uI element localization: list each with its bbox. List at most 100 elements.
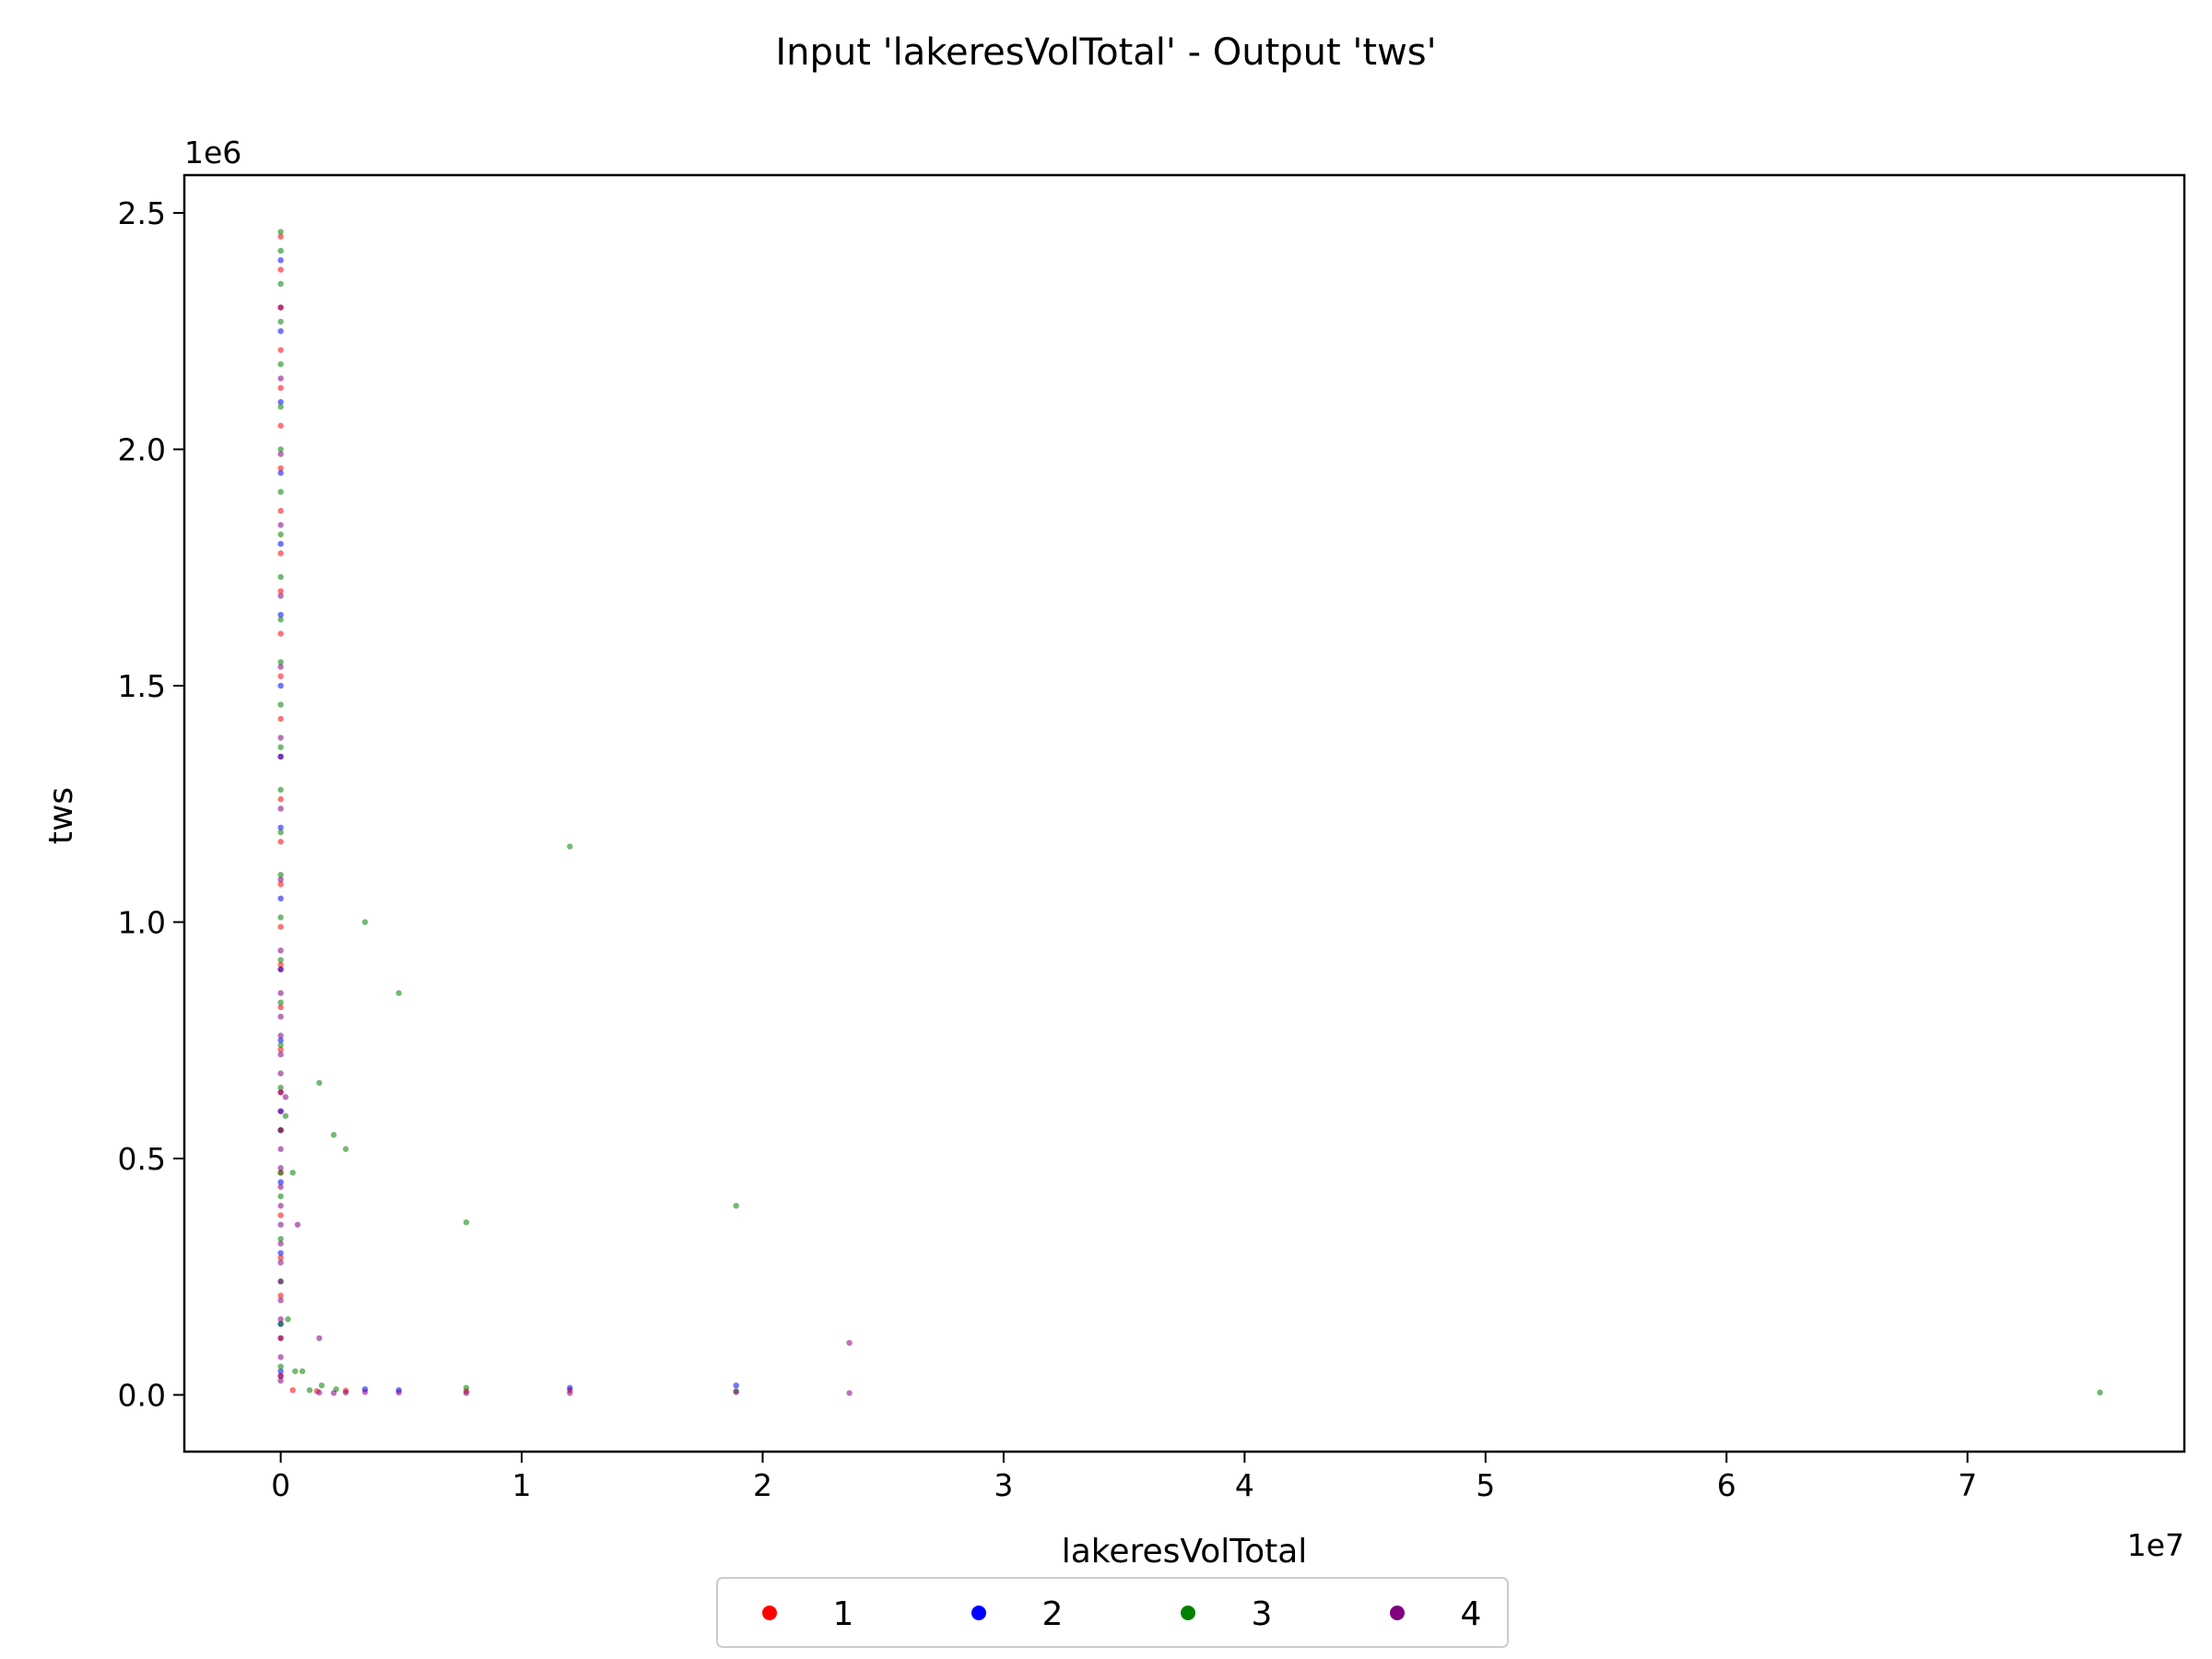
- data-point: [846, 1339, 853, 1347]
- data-point: [277, 1250, 284, 1256]
- data-point: [330, 1390, 337, 1396]
- x-tick-label: 3: [994, 1467, 1013, 1503]
- series-1-points: [277, 233, 573, 1394]
- data-point: [395, 990, 402, 996]
- y-offset-text: 1e6: [184, 135, 241, 171]
- legend-label-2: 2: [1042, 1595, 1064, 1633]
- data-point: [282, 1094, 289, 1100]
- data-point: [277, 1212, 284, 1218]
- data-point: [277, 1051, 284, 1058]
- data-point: [330, 1132, 337, 1138]
- data-point: [277, 1241, 284, 1247]
- data-point: [2097, 1389, 2103, 1396]
- data-point: [733, 1389, 739, 1395]
- data-point: [277, 664, 284, 670]
- data-point: [463, 1384, 470, 1391]
- data-point: [277, 877, 284, 883]
- data-point: [277, 1041, 284, 1049]
- data-point: [277, 806, 284, 812]
- data-point: [318, 1382, 325, 1389]
- data-point: [277, 588, 284, 594]
- legend-box: [716, 1577, 1509, 1648]
- data-point: [306, 1387, 313, 1394]
- data-point: [277, 1084, 284, 1091]
- data-point: [277, 508, 284, 514]
- data-point: [277, 1221, 284, 1228]
- data-point: [277, 318, 284, 325]
- x-tick-label: 1: [512, 1467, 532, 1503]
- data-point: [294, 1221, 301, 1228]
- legend-marker-4: [1390, 1606, 1405, 1620]
- data-point: [733, 1382, 739, 1389]
- data-point: [277, 659, 284, 665]
- y-tick-label: 2.5: [118, 195, 166, 231]
- x-tick-label: 5: [1476, 1467, 1495, 1503]
- data-point: [292, 1368, 299, 1374]
- data-point: [277, 881, 284, 888]
- data-point: [285, 1316, 291, 1323]
- data-point: [277, 1170, 284, 1176]
- y-tick-label: 0.5: [118, 1141, 166, 1177]
- data-point: [277, 1259, 284, 1266]
- plot-area-frame: [182, 173, 2186, 1453]
- legend-label-1: 1: [833, 1595, 854, 1633]
- data-point: [277, 1165, 284, 1171]
- data-point: [277, 573, 284, 581]
- data-point: [277, 540, 284, 547]
- data-point: [277, 895, 284, 902]
- data-point: [282, 1112, 289, 1119]
- x-offset-text: 1e7: [2127, 1527, 2184, 1563]
- data-point: [277, 1203, 284, 1209]
- data-point: [277, 616, 284, 623]
- y-axis-title: tws: [42, 787, 80, 844]
- series-4-points: [277, 304, 853, 1396]
- data-point: [277, 829, 284, 836]
- data-point: [277, 999, 284, 1006]
- data-point: [277, 1278, 284, 1285]
- data-point: [342, 1146, 349, 1152]
- data-point: [277, 1004, 284, 1011]
- data-point: [277, 1179, 284, 1185]
- data-point: [277, 550, 284, 557]
- data-point: [277, 1032, 284, 1039]
- data-point: [277, 957, 284, 963]
- data-point: [277, 1193, 284, 1200]
- data-point: [277, 961, 284, 968]
- data-point: [277, 1037, 284, 1043]
- data-point: [277, 786, 284, 794]
- data-point: [277, 682, 284, 689]
- data-point: [277, 404, 284, 410]
- y-tick-label: 1.0: [118, 904, 166, 940]
- data-point: [277, 990, 284, 996]
- data-point: [277, 1088, 284, 1096]
- data-point: [463, 1390, 470, 1396]
- legend-marker-2: [971, 1606, 986, 1620]
- data-point: [277, 375, 284, 382]
- data-point: [316, 1335, 323, 1342]
- data-point: [277, 947, 284, 954]
- data-point: [277, 1321, 284, 1327]
- data-points: [277, 229, 2103, 1396]
- data-point: [277, 522, 284, 528]
- chart-title: Input 'lakeresVolTotal' - Output 'tws': [775, 31, 1436, 74]
- data-point: [277, 1372, 284, 1380]
- data-point: [277, 347, 284, 353]
- data-point: [289, 1387, 296, 1394]
- data-point: [277, 488, 284, 495]
- data-point: [277, 914, 284, 921]
- data-point: [277, 1354, 284, 1360]
- data-point: [277, 229, 284, 235]
- data-point: [316, 1389, 323, 1396]
- x-tick-label: 6: [1717, 1467, 1736, 1503]
- data-point: [277, 451, 284, 457]
- data-point: [277, 1013, 284, 1020]
- data-point: [277, 469, 284, 477]
- data-point: [277, 465, 284, 472]
- data-point: [277, 795, 284, 803]
- data-point: [277, 871, 284, 878]
- legend: 1 2 3 4: [716, 1577, 1509, 1648]
- x-tick-label: 0: [271, 1467, 290, 1503]
- legend-marker-1: [762, 1606, 777, 1620]
- data-point: [277, 233, 284, 240]
